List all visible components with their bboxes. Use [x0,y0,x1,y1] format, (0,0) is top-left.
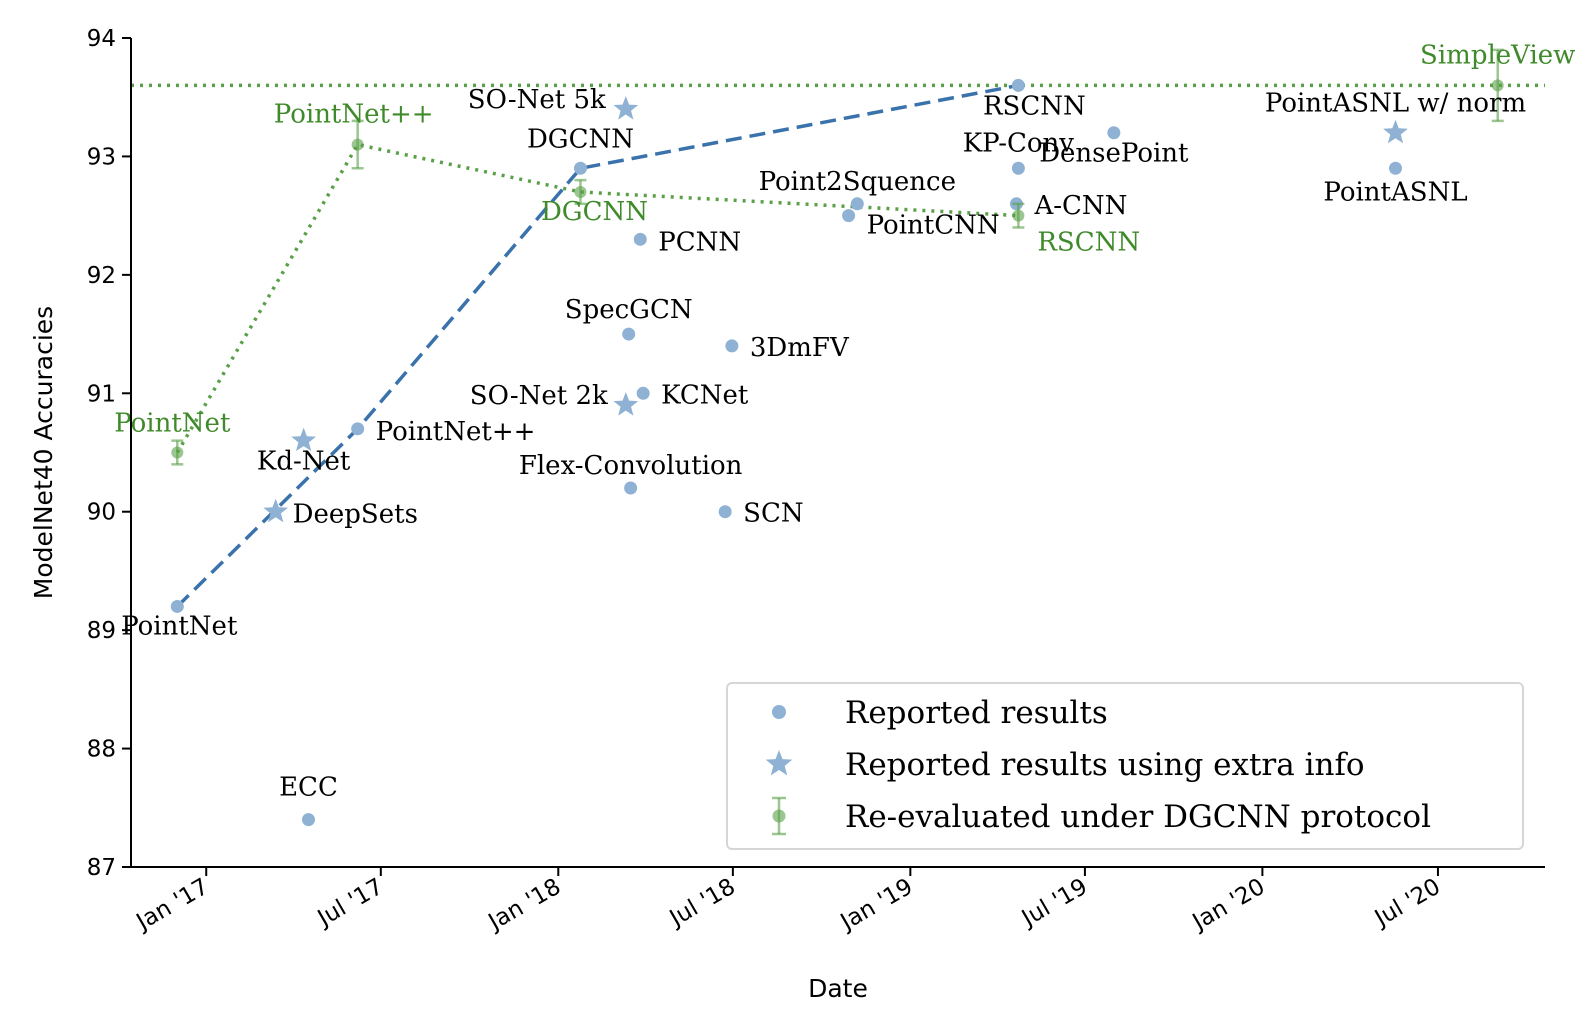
x-tick-label: Jul '18 [664,874,740,933]
label-ext-kd-net: Kd-Net [257,447,351,477]
x-tick-label: Jan '20 [1187,874,1270,937]
errorbar-point [574,185,587,198]
point-pointnet [170,599,184,613]
errorbar-point [171,446,184,459]
label-rep-pointnet: PointNet++ [376,417,536,447]
label-rep-ecc: ECC [279,773,338,803]
y-tick-label: 88 [87,737,116,763]
legend-marker-reported [772,705,786,719]
errorbar-point [351,138,364,151]
point-dgcnn [573,161,587,175]
reevaluated-trend-line [175,142,1019,454]
point-kcnet [636,386,650,400]
star-kd-net [291,427,317,452]
label-rep-kcnet: KCNet [661,380,749,410]
label-rep-flex-convolution: Flex-Convolution [519,451,743,481]
x-axis-title: Date [808,974,868,1003]
label-rev-pointnet: PointNet [114,409,231,439]
y-tick-label: 89 [87,618,116,644]
label-rep-pointnet: PointNet [121,611,238,641]
star-so-net-2k [613,392,639,416]
point-flex-convolution [624,481,638,495]
x-tick-label: Jan '19 [835,874,918,937]
y-tick-label: 90 [87,500,116,526]
legend-entry-3: Re-evaluated under DGCNN protocol [845,799,1431,835]
legend-box [726,682,1524,850]
y-tick-label: 93 [87,144,116,170]
x-tick-label: Jul '20 [1369,874,1445,933]
y-tick-label: 87 [87,855,116,881]
errorbar-rscnn [1012,202,1025,229]
point-ecc [301,813,315,827]
point-kp-conv [1011,161,1025,175]
label-rep-densepoint: DensePoint [1039,139,1189,169]
x-tick-label: Jan '18 [483,874,566,937]
point-labels: PointNet ECC PointNet++ DGCNN PCNN SpecGCN 3Dm… [114,40,1575,802]
legend-entry-2: Reported results using extra info [845,747,1365,783]
legend: Reported results Reported results using e… [726,682,1524,850]
label-rep-dgcnn: DGCNN [527,124,634,154]
trend-lines [131,83,1545,608]
errorbar-point [1012,209,1025,222]
label-rep-scn: SCN [743,499,803,529]
errorbar-simpleview [1491,48,1504,123]
legend-marker-extra [765,750,793,776]
label-rep-pointasnl: PointASNL [1323,177,1467,207]
label-rev-rscnn: RSCNN [1037,228,1140,258]
errorbar-pointnet [171,439,184,466]
label-ext-so-net-5k: SO-Net 5k [468,85,606,115]
label-ext-pointasnl-w-norm: PointASNL w/ norm [1265,89,1526,119]
label-rep-pointcnn: PointCNN [867,211,1000,241]
point-pointasnl [1388,161,1402,175]
x-tick-label: Jan '17 [131,874,214,937]
y-tick-label: 91 [87,381,116,407]
star-deepsets [263,498,289,523]
reported-sota-line [176,83,1019,608]
label-rep-a-cnn: A-CNN [1033,191,1127,221]
y-tick-label: 94 [87,26,116,52]
label-rep-rscnn: RSCNN [983,91,1086,121]
label-rep-pcnn: PCNN [658,227,741,257]
label-rev-simpleview: SimpleView [1420,40,1575,70]
y-tick-label: 92 [87,263,116,289]
label-ext-deepsets: DeepSets [293,500,418,530]
label-rep-kp-conv: KP-Conv [963,128,1075,158]
errorbar-dgcnn [574,178,587,206]
star-so-net-5k [613,96,639,120]
point-rscnn [1011,78,1025,92]
errorbar-pointnet [351,119,364,170]
point-pcnn [633,232,647,246]
legend-marker-reevaluated [772,796,786,836]
x-tick-label: Jul '19 [1016,874,1092,933]
point-pointnet [351,422,365,436]
label-rep-point2squence: Point2Squence [759,167,956,197]
label-rev-pointnet: PointNet++ [274,100,434,130]
label-rev-dgcnn: DGCNN [541,197,648,227]
errorbar-point [1491,79,1504,92]
legend-entry-1: Reported results [845,695,1108,731]
data-marks [170,48,1504,827]
y-axis-title: ModelNet40 Accuracies [29,306,58,599]
label-ext-so-net-2k: SO-Net 2k [470,381,608,411]
label-rep-specgcn: SpecGCN [565,295,693,325]
label-rep-3dmfv: 3DmFV [750,333,850,363]
x-tick-label: Jul '17 [312,874,388,933]
star-pointasnl-w-norm [1383,119,1408,144]
point-pointcnn [842,209,856,223]
point-3dmfv [725,339,739,353]
point-scn [718,505,732,519]
point-point2squence [850,197,864,211]
point-specgcn [622,327,636,341]
point-densepoint [1107,126,1121,140]
legend-errorbar-point [772,809,786,823]
